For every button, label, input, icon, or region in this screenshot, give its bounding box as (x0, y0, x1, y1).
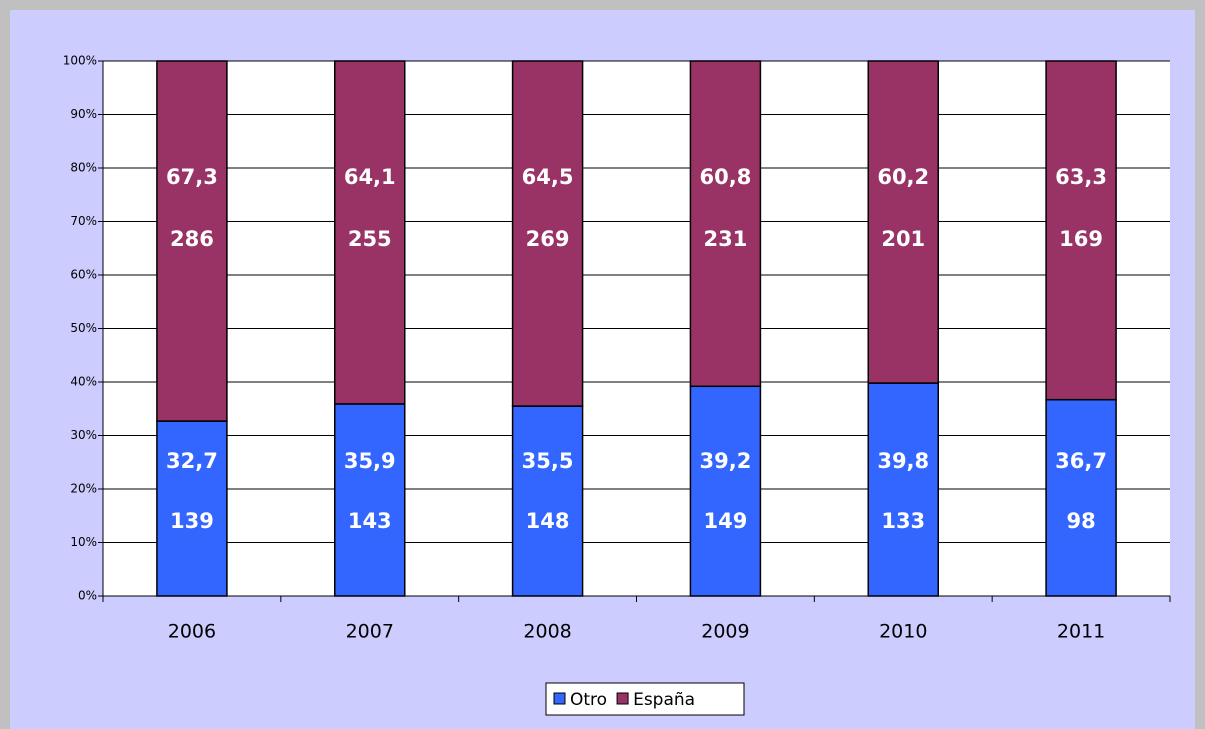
count-label: 143 (348, 509, 392, 533)
count-label: 169 (1059, 227, 1103, 251)
count-label: 133 (881, 509, 925, 533)
y-tick-label: 80% (70, 161, 97, 175)
x-tick-label: 2011 (1057, 621, 1105, 643)
value-label: 35,5 (522, 449, 574, 473)
bar-segment (867, 382, 939, 597)
bar-segment (334, 60, 406, 405)
bar-segment (1045, 398, 1117, 597)
x-tick-label: 2009 (701, 621, 749, 643)
bar-segment (689, 60, 762, 388)
x-tick-label: 2010 (879, 621, 927, 643)
bar-segment (334, 403, 406, 597)
y-tick-label: 90% (70, 107, 97, 121)
value-label: 39,8 (877, 449, 929, 473)
y-tick-label: 10% (70, 535, 97, 549)
bar-segment (1045, 60, 1117, 401)
bar-segment (511, 60, 584, 407)
y-tick-label: 40% (70, 375, 97, 389)
count-label: 98 (1066, 509, 1095, 533)
value-label: 35,9 (344, 449, 396, 473)
y-tick-label: 50% (70, 321, 97, 335)
value-label: 60,2 (877, 165, 929, 189)
value-label: 36,7 (1055, 449, 1107, 473)
bar-segment (156, 60, 228, 422)
y-tick-label: 60% (70, 268, 97, 282)
count-label: 286 (170, 227, 214, 251)
y-tick-label: 100% (63, 54, 97, 68)
y-tick-label: 30% (70, 428, 97, 442)
x-tick-label: 2007 (346, 621, 394, 643)
value-label: 32,7 (166, 449, 218, 473)
count-label: 139 (170, 509, 214, 533)
count-label: 269 (526, 227, 570, 251)
value-label: 64,5 (522, 165, 574, 189)
value-label: 64,1 (344, 165, 396, 189)
legend-swatch (616, 692, 629, 705)
legend-swatch (553, 692, 566, 705)
count-label: 231 (703, 227, 747, 251)
bar-segment (689, 385, 762, 597)
count-label: 201 (881, 227, 925, 251)
x-tick-label: 2006 (168, 621, 216, 643)
y-tick-label: 20% (70, 482, 97, 496)
legend-label: España (633, 690, 695, 710)
bar-segment (511, 405, 584, 597)
count-label: 148 (526, 509, 570, 533)
value-label: 67,3 (166, 165, 218, 189)
y-tick-label: 70% (70, 214, 97, 228)
bar-segment (867, 60, 939, 384)
value-label: 39,2 (700, 449, 752, 473)
value-label: 60,8 (700, 165, 752, 189)
y-tick-label: 0% (78, 589, 97, 603)
count-label: 255 (348, 227, 392, 251)
value-label: 63,3 (1055, 165, 1107, 189)
legend-box (545, 682, 745, 716)
x-tick-label: 2008 (523, 621, 571, 643)
legend-label: Otro (570, 690, 607, 710)
count-label: 149 (703, 509, 747, 533)
